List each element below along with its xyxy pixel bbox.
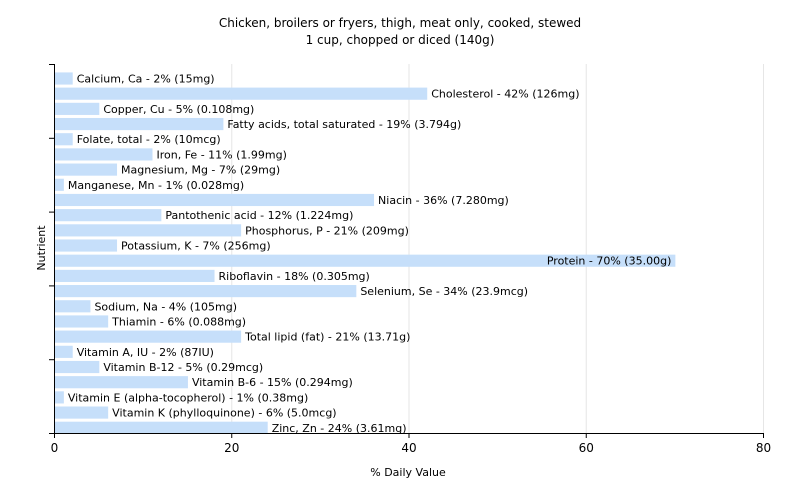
- bar-label: Vitamin A, IU - 2% (87IU): [77, 346, 214, 359]
- bar: [55, 117, 224, 131]
- bar-label: Vitamin K (phylloquinone) - 6% (5.0mcg): [112, 407, 336, 420]
- bar: [55, 360, 100, 374]
- bar-label: Sodium, Na - 4% (105mg): [94, 300, 237, 313]
- bar: [55, 209, 162, 222]
- bar: [55, 345, 73, 358]
- bar: [55, 285, 357, 298]
- bar: [55, 148, 153, 161]
- bar: [55, 330, 242, 343]
- bar-label: Niacin - 36% (7.280mg): [378, 194, 509, 207]
- bar: [55, 87, 428, 100]
- bar-label: Fatty acids, total saturated - 19% (3.79…: [227, 118, 461, 131]
- bar-label: Total lipid (fat) - 21% (13.71g): [244, 331, 410, 344]
- bar: [55, 72, 73, 85]
- bar-label: Vitamin B-6 - 15% (0.294mg): [192, 376, 353, 389]
- bar: [55, 315, 109, 328]
- bar: [55, 300, 91, 313]
- x-tick-label: 20: [224, 441, 239, 455]
- bar-label: Riboflavin - 18% (0.305mg): [219, 270, 370, 283]
- bar-label: Cholesterol - 42% (126mg): [431, 88, 579, 101]
- x-tick-label: 0: [51, 441, 59, 455]
- bar: [55, 224, 242, 237]
- bar-label: Folate, total - 2% (10mcg): [77, 133, 221, 146]
- chart-title: Chicken, broilers or fryers, thigh, meat…: [219, 16, 581, 30]
- gridlines: [231, 64, 764, 433]
- bar-label: Pantothenic acid - 12% (1.224mg): [165, 209, 353, 222]
- bar-label: Vitamin B-12 - 5% (0.29mcg): [103, 361, 263, 374]
- axes: 0 20 40 60 80: [49, 64, 771, 455]
- x-tick-label: 80: [756, 441, 771, 455]
- bar: [55, 239, 118, 252]
- bar: [55, 269, 215, 282]
- chart-subtitle: 1 cup, chopped or diced (140g): [306, 33, 495, 47]
- bar-label: Magnesium, Mg - 7% (29mg): [121, 164, 280, 177]
- bar: [55, 193, 375, 207]
- bar: [55, 254, 676, 267]
- bar: [55, 102, 100, 115]
- bar-label: Manganese, Mn - 1% (0.028mg): [68, 179, 244, 192]
- bar-label: Calcium, Ca - 2% (15mg): [77, 73, 215, 86]
- bar: [55, 133, 73, 146]
- bar-label: Selenium, Se - 34% (23.9mcg): [360, 285, 528, 298]
- bar-label: Protein - 70% (35.00g): [547, 255, 672, 268]
- x-tick-label: 40: [401, 441, 416, 455]
- bar: [55, 178, 64, 191]
- bar: [55, 406, 109, 419]
- bar-label: Iron, Fe - 11% (1.99mg): [156, 148, 286, 161]
- bar: [55, 163, 118, 176]
- bar: [55, 421, 268, 434]
- bar: [55, 376, 188, 389]
- y-axis-title: Nutrient: [35, 225, 48, 271]
- bar: [55, 391, 64, 404]
- bar-label: Potassium, K - 7% (256mg): [121, 240, 271, 253]
- x-axis-title: % Daily Value: [370, 466, 446, 479]
- bar-label: Thiamin - 6% (0.088mg): [111, 315, 246, 328]
- bars: Calcium, Ca - 2% (15mg) Cholesterol - 42%…: [55, 72, 676, 435]
- bar-label: Copper, Cu - 5% (0.108mg): [103, 103, 254, 116]
- bar-label: Zinc, Zn - 24% (3.61mg): [272, 422, 407, 435]
- bar-label: Vitamin E (alpha-tocopherol) - 1% (0.38m…: [68, 391, 308, 404]
- x-tick-label: 60: [579, 441, 594, 455]
- bar-label: Phosphorus, P - 21% (209mg): [245, 224, 409, 237]
